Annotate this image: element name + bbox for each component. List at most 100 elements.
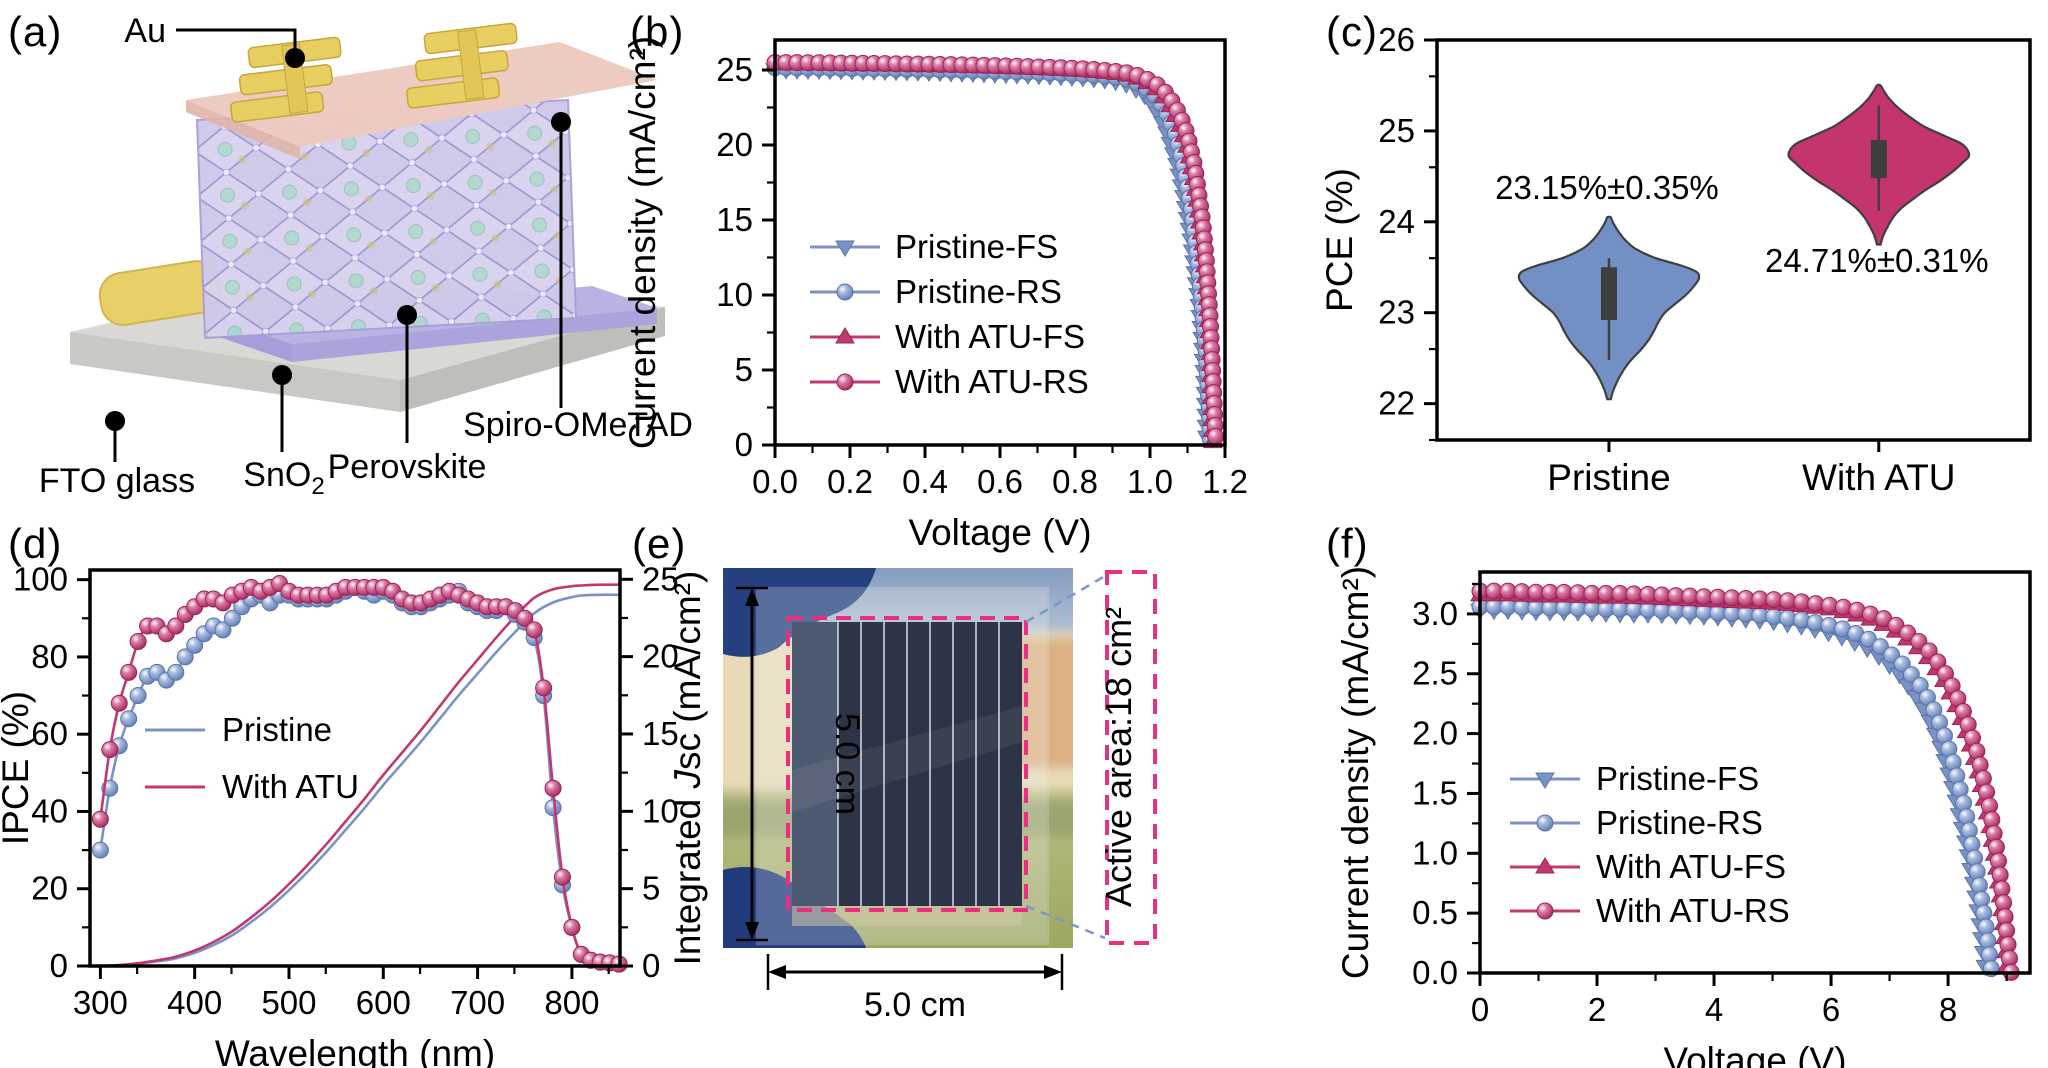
y-tick-label: 60 — [31, 715, 68, 752]
y-tick-label: 40 — [31, 792, 68, 829]
module-reflection — [792, 706, 1022, 812]
y-tick-label: 25 — [716, 51, 753, 88]
y-tick-label: 2.0 — [1412, 715, 1458, 752]
y-tick-label: 20 — [642, 638, 679, 675]
marker-circle — [129, 687, 147, 705]
y-tick-label: 25 — [1378, 112, 1415, 149]
panel-label-f: (f) — [1326, 520, 1369, 567]
y-axis-label: Current density (mA/cm²) — [1335, 566, 1376, 979]
panel-label-a: (a) — [8, 8, 63, 55]
legend-label: Pristine-FS — [1596, 760, 1759, 797]
x-tick-label: 0.0 — [752, 463, 798, 500]
x-tick-label: 8 — [1939, 991, 1957, 1028]
y-tick-label: 1.0 — [1412, 834, 1458, 871]
panel-label-b: (b) — [630, 8, 685, 55]
series-with-atu-rs — [766, 54, 1225, 446]
plot-frame — [88, 568, 622, 968]
y-tick-label: 1.5 — [1412, 774, 1458, 811]
series-line — [100, 593, 620, 968]
marker-circle — [120, 710, 138, 728]
marker-circle — [1970, 877, 1988, 895]
y-axis-label-left: IPCE (%) — [0, 691, 36, 845]
marker-circle — [1793, 611, 1811, 629]
chart-panel-c: Pristine 23.15%±0.35% With ATU 24.71%±0.31%… — [1319, 21, 2032, 498]
x-tick-label: 2 — [1588, 991, 1606, 1028]
x-tick-label: 700 — [450, 984, 505, 1021]
violin-with-atu: With ATU 24.71%±0.31% — [1765, 83, 1989, 498]
panel-label-c: (c) — [1326, 8, 1378, 55]
marker-circle — [91, 841, 109, 859]
marker-circle — [563, 918, 581, 936]
marker-circle — [1958, 808, 1976, 826]
chart-panel-b: 0.0 0.2 0.4 0.6 0.8 1.0 1.2 0 5 10 15 20 25 Voltage (… — [622, 36, 1248, 553]
marker-circle — [120, 663, 138, 681]
label-sno2: SnO2 — [243, 456, 324, 500]
height-dimension-label: 5.0 cm — [828, 713, 866, 815]
legend-entry: Pristine — [145, 711, 332, 748]
x-axis-label: Voltage (V) — [908, 512, 1091, 553]
series-with-atu-integrated-jsc — [100, 583, 620, 968]
label-au: Au — [124, 12, 166, 50]
x-tick-label: 400 — [167, 984, 222, 1021]
module-edge-column — [792, 622, 838, 906]
y-tick-label: 0 — [642, 947, 660, 984]
marker-circle — [176, 648, 194, 666]
marker-circle — [1207, 428, 1225, 446]
marker-circle — [1806, 614, 1824, 632]
chart-panel-f: 0 2 4 6 8 0.0 0.5 1.0 1.5 2.0 2.5 3.0 Voltage (V) Cur… — [1335, 566, 2032, 1068]
module-photo: 5.0 cm 5.0 cm Active area:18 cm² — [723, 568, 1157, 1024]
y-tick-label: 20 — [31, 870, 68, 907]
x-tick-label: 0.6 — [977, 463, 1023, 500]
legend-entry: With ATU-RS — [810, 363, 1089, 400]
marker-circle — [167, 663, 185, 681]
x-tick-label: 0.4 — [902, 463, 948, 500]
panel-label-e: (e) — [632, 520, 687, 567]
label-perovskite: Perovskite — [328, 448, 487, 486]
marker-circle — [544, 799, 562, 817]
marker-circle — [129, 632, 147, 650]
glove-finger-top — [723, 568, 876, 657]
panel-label-d: (d) — [8, 520, 63, 567]
callout-dots — [105, 48, 571, 431]
x-tick-label: 600 — [356, 984, 411, 1021]
label-fto: FTO glass — [39, 462, 195, 500]
marker-circle — [1963, 835, 1981, 853]
legend-entry: Pristine-FS — [1510, 760, 1759, 797]
plot-frame — [1478, 570, 2032, 975]
y-tick-label: 0.0 — [1412, 954, 1458, 991]
y-tick-label: 26 — [1378, 21, 1415, 58]
active-area-bracket — [1105, 570, 1157, 945]
legend-marker — [836, 373, 854, 391]
marker-circle — [1968, 863, 1986, 881]
legend-entry: Pristine-RS — [1510, 804, 1763, 841]
y-tick-label: 24 — [1378, 203, 1415, 240]
y-tick-label: 3.0 — [1412, 595, 1458, 632]
x-tick-label: 500 — [261, 984, 316, 1021]
x-tick-label: 6 — [1822, 991, 1840, 1028]
fto-glass-front — [70, 332, 400, 412]
legend-entry: With ATU — [145, 768, 359, 805]
violin-pristine: Pristine 23.15%±0.35% — [1495, 169, 1719, 498]
violin-box — [1600, 267, 1617, 320]
x-axis-label: Wavelength (nm) — [215, 1033, 495, 1068]
y-tick-label: 5 — [735, 351, 753, 388]
x-tick-label: 1.0 — [1127, 463, 1173, 500]
y-axis-label: PCE (%) — [1319, 168, 1360, 312]
active-area-label: Active area:18 cm² — [1098, 607, 1139, 907]
y-tick-label: 80 — [31, 638, 68, 675]
y-tick-label: 0 — [735, 426, 753, 463]
violin-box — [1870, 140, 1887, 179]
chart-panel-d: 300 400 500 600 700 800 0 20 40 60 80 100 0 5 10 15 20 25… — [0, 560, 708, 1068]
arrowhead-up — [745, 588, 759, 606]
violin-annotation: 23.15%±0.35% — [1495, 169, 1719, 206]
legend-marker — [1536, 814, 1554, 832]
marker-circle — [525, 621, 543, 639]
marker-circle — [1973, 890, 1991, 908]
legend-label: Pristine-RS — [895, 273, 1062, 310]
marker-circle — [535, 679, 553, 697]
y-axis-label-right: Integrated Jsc (mA/cm²) — [667, 571, 708, 966]
legend-entry: With ATU-FS — [810, 318, 1085, 355]
plot-frame — [1435, 38, 2032, 442]
y-tick-label: 5 — [642, 870, 660, 907]
